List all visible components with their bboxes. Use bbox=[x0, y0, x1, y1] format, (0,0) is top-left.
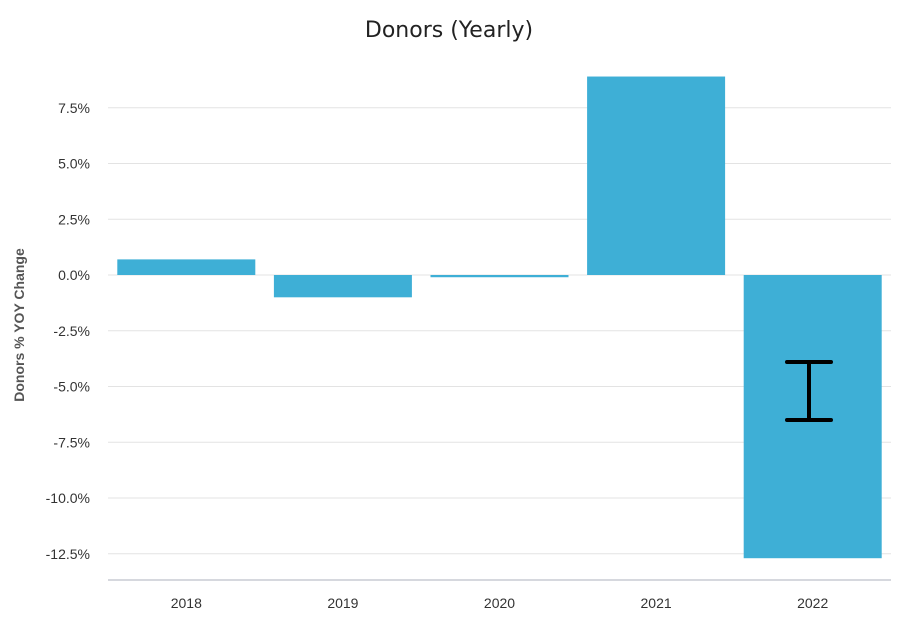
bar-2020[interactable] bbox=[430, 275, 569, 278]
y-tick-label: 0.0% bbox=[58, 267, 90, 283]
x-tick-label-2020: 2020 bbox=[484, 595, 515, 611]
y-tick-label: -12.5% bbox=[46, 546, 90, 562]
bar-2018[interactable] bbox=[117, 259, 256, 275]
x-tick-labels: 2018 2019 2020 2021 2022 bbox=[171, 595, 829, 611]
x-tick-label-2019: 2019 bbox=[327, 595, 358, 611]
text-cursor-icon bbox=[785, 360, 833, 422]
y-tick-label: -7.5% bbox=[53, 434, 90, 450]
bars bbox=[117, 76, 882, 559]
y-tick-labels: 7.5% 5.0% 2.5% 0.0% -2.5% -5.0% -7.5% -10.0% -12… bbox=[46, 100, 90, 562]
bar-2019[interactable] bbox=[273, 275, 412, 298]
chart-title: Donors (Yearly) bbox=[365, 18, 533, 43]
y-tick-label: 7.5% bbox=[58, 100, 90, 116]
bar-2022[interactable] bbox=[743, 275, 882, 559]
y-tick-label: -5.0% bbox=[53, 379, 90, 395]
y-axis-label: Donors % YOY Change bbox=[11, 248, 27, 402]
y-tick-label: -10.0% bbox=[46, 490, 90, 506]
y-tick-label: 2.5% bbox=[58, 211, 90, 227]
y-tick-label: 5.0% bbox=[58, 156, 90, 172]
x-tick-label-2021: 2021 bbox=[641, 595, 672, 611]
x-tick-label-2018: 2018 bbox=[171, 595, 202, 611]
y-tick-label: -2.5% bbox=[53, 323, 90, 339]
bar-2021[interactable] bbox=[587, 76, 726, 275]
x-tick-label-2022: 2022 bbox=[797, 595, 828, 611]
